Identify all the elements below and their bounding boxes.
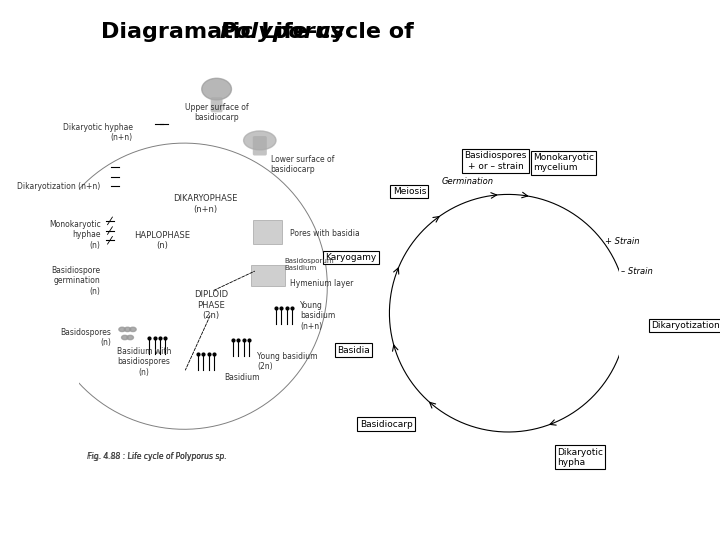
Text: Germination: Germination xyxy=(442,177,494,186)
Text: Meiosis: Meiosis xyxy=(392,187,426,196)
Text: Basidiospores
+ or – strain: Basidiospores + or – strain xyxy=(464,151,527,171)
Text: Polyporus: Polyporus xyxy=(220,22,345,42)
Text: Lower surface of
basidiocarp: Lower surface of basidiocarp xyxy=(271,155,334,174)
Text: Monokaryotic
hyphae
(n): Monokaryotic hyphae (n) xyxy=(49,220,101,250)
FancyBboxPatch shape xyxy=(253,220,282,244)
Text: Dikaryotic hyphae
(n+n): Dikaryotic hyphae (n+n) xyxy=(63,123,133,142)
FancyBboxPatch shape xyxy=(253,136,267,156)
Ellipse shape xyxy=(243,131,276,150)
Text: Karyogamy: Karyogamy xyxy=(325,253,377,262)
Text: Basidiospore
germination
(n): Basidiospore germination (n) xyxy=(51,266,101,296)
Text: DIPLOID
PHASE
(2n): DIPLOID PHASE (2n) xyxy=(194,290,228,320)
Text: Hymenium layer: Hymenium layer xyxy=(289,279,353,288)
Text: Young
basidium
(n+n): Young basidium (n+n) xyxy=(300,301,336,331)
Text: Young basidium
(2n): Young basidium (2n) xyxy=(257,352,318,372)
Text: Basidosporum
Basidium: Basidosporum Basidium xyxy=(284,258,334,271)
Text: – Strain: – Strain xyxy=(621,267,652,276)
Text: Diagramatic Life-cycle of: Diagramatic Life-cycle of xyxy=(101,22,421,42)
Text: Dikaryotization (n+n): Dikaryotization (n+n) xyxy=(17,182,101,191)
Ellipse shape xyxy=(130,327,136,332)
Text: HAPLOPHASE
(n): HAPLOPHASE (n) xyxy=(135,231,191,250)
Text: + Strain: + Strain xyxy=(606,237,640,246)
FancyBboxPatch shape xyxy=(211,97,222,112)
Ellipse shape xyxy=(119,327,125,332)
Text: Basidiocarp: Basidiocarp xyxy=(360,420,413,429)
Ellipse shape xyxy=(125,327,131,332)
Text: Upper surface of
basidiocarp: Upper surface of basidiocarp xyxy=(185,103,248,122)
FancyBboxPatch shape xyxy=(251,265,285,286)
Text: Basidium with
basidiospores
(n): Basidium with basidiospores (n) xyxy=(117,347,171,377)
Text: Fig. 4.88 : Life cycle of Polyporus sp.: Fig. 4.88 : Life cycle of Polyporus sp. xyxy=(87,452,227,461)
Text: Pores with basidia: Pores with basidia xyxy=(289,230,359,238)
Text: Basidia: Basidia xyxy=(337,346,370,355)
Text: DIKARYOPHASE
(n+n): DIKARYOPHASE (n+n) xyxy=(174,194,238,214)
Text: Monokaryotic
mycelium: Monokaryotic mycelium xyxy=(533,153,594,172)
Ellipse shape xyxy=(202,78,231,100)
Text: Dikaryotization: Dikaryotization xyxy=(651,321,719,330)
Ellipse shape xyxy=(122,335,128,340)
Ellipse shape xyxy=(127,335,133,340)
Text: Dikaryotic
hypha: Dikaryotic hypha xyxy=(557,448,603,467)
Text: Basidospores
(n): Basidospores (n) xyxy=(60,328,112,347)
Text: Basidium: Basidium xyxy=(225,374,260,382)
Text: Fig. 4.88 : Life cycle of Polyporus sp.: Fig. 4.88 : Life cycle of Polyporus sp. xyxy=(88,452,227,461)
